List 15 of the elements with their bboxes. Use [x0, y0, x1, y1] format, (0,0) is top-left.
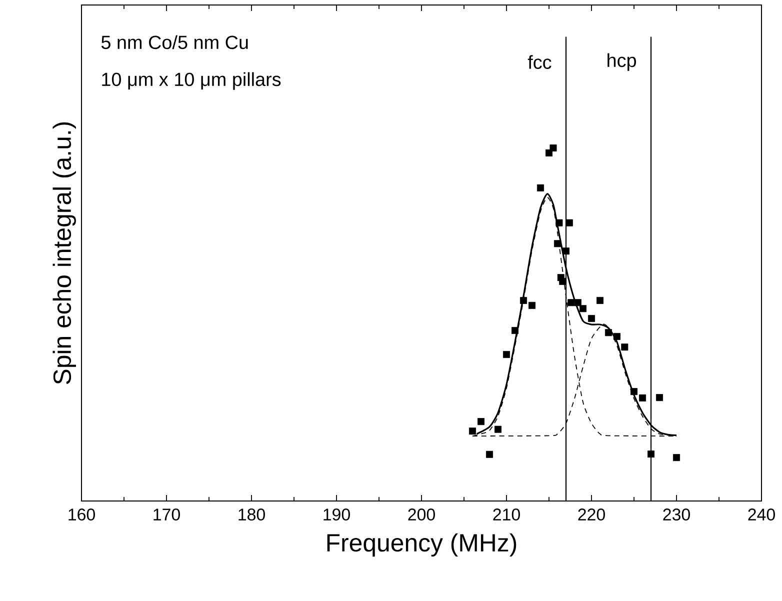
ref-line-label: fcc: [528, 55, 552, 69]
text: 10 μm x 10 μm pillars: [102, 72, 281, 90]
x-tick-label: 180: [238, 508, 265, 521]
x-tick-label: 210: [493, 508, 520, 521]
x-tick-label: 240: [748, 508, 775, 521]
x-tick-label: 230: [663, 508, 690, 521]
x-tick-label: 200: [408, 508, 435, 521]
x-tick-label: 190: [324, 508, 350, 521]
x-tick-label: 220: [578, 508, 605, 521]
text: 5 nm Co/5 nm Cu: [101, 35, 248, 50]
ref-line-label: hcp: [608, 53, 636, 71]
x-axis-title: Frequency (MHz): [327, 533, 516, 557]
y-axis-title: Spin echo integral (a.u.): [52, 122, 76, 384]
x-tick-label: 170: [154, 508, 180, 521]
x-tick-label: 160: [68, 508, 95, 521]
